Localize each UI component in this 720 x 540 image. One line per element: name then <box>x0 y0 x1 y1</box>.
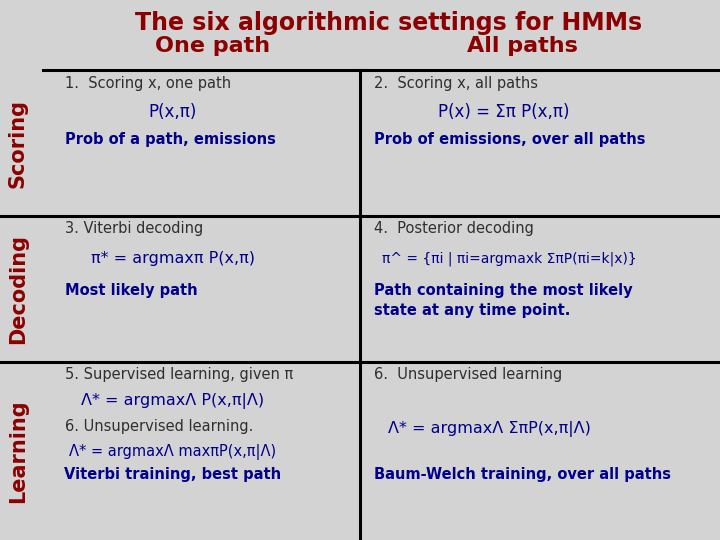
Text: Learning: Learning <box>8 399 28 503</box>
Text: Λ* = argmaxΛ ΣπP(x,π|Λ): Λ* = argmaxΛ ΣπP(x,π|Λ) <box>388 421 591 437</box>
Text: 1.  Scoring x, one path: 1. Scoring x, one path <box>65 76 231 91</box>
Text: P(x) = Σπ P(x,π): P(x) = Σπ P(x,π) <box>438 103 570 120</box>
Text: Scoring: Scoring <box>8 99 28 187</box>
Text: π* = argmaxπ P(x,π): π* = argmaxπ P(x,π) <box>91 251 255 266</box>
Text: One path: One path <box>155 36 270 56</box>
Text: Λ* = argmaxΛ P(x,π|Λ): Λ* = argmaxΛ P(x,π|Λ) <box>81 393 264 409</box>
Text: 6. Unsupervised learning.: 6. Unsupervised learning. <box>65 418 253 434</box>
Text: Decoding: Decoding <box>8 234 28 344</box>
Text: All paths: All paths <box>467 36 577 56</box>
Text: 2.  Scoring x, all paths: 2. Scoring x, all paths <box>374 76 539 91</box>
Text: Prob of a path, emissions: Prob of a path, emissions <box>65 132 276 147</box>
Text: Λ* = argmaxΛ maxπP(x,π|Λ): Λ* = argmaxΛ maxπP(x,π|Λ) <box>69 444 276 461</box>
Text: 6.  Unsupervised learning: 6. Unsupervised learning <box>374 367 562 382</box>
Text: Baum-Welch training, over all paths: Baum-Welch training, over all paths <box>374 467 672 482</box>
Text: The six algorithmic settings for HMMs: The six algorithmic settings for HMMs <box>135 11 642 35</box>
Text: π^ = {πi | πi=argmaxk ΣπP(πi=k|x)}: π^ = {πi | πi=argmaxk ΣπP(πi=k|x)} <box>382 251 636 266</box>
Text: 5. Supervised learning, given π: 5. Supervised learning, given π <box>65 367 293 382</box>
Text: Prob of emissions, over all paths: Prob of emissions, over all paths <box>374 132 646 147</box>
Text: Path containing the most likely: Path containing the most likely <box>374 284 633 299</box>
Text: 3. Viterbi decoding: 3. Viterbi decoding <box>65 221 203 237</box>
Text: Most likely path: Most likely path <box>65 284 197 299</box>
Text: state at any time point.: state at any time point. <box>374 303 571 319</box>
Text: Viterbi training, best path: Viterbi training, best path <box>64 467 282 482</box>
Text: P(x,π): P(x,π) <box>148 103 197 120</box>
Text: 4.  Posterior decoding: 4. Posterior decoding <box>374 221 534 237</box>
